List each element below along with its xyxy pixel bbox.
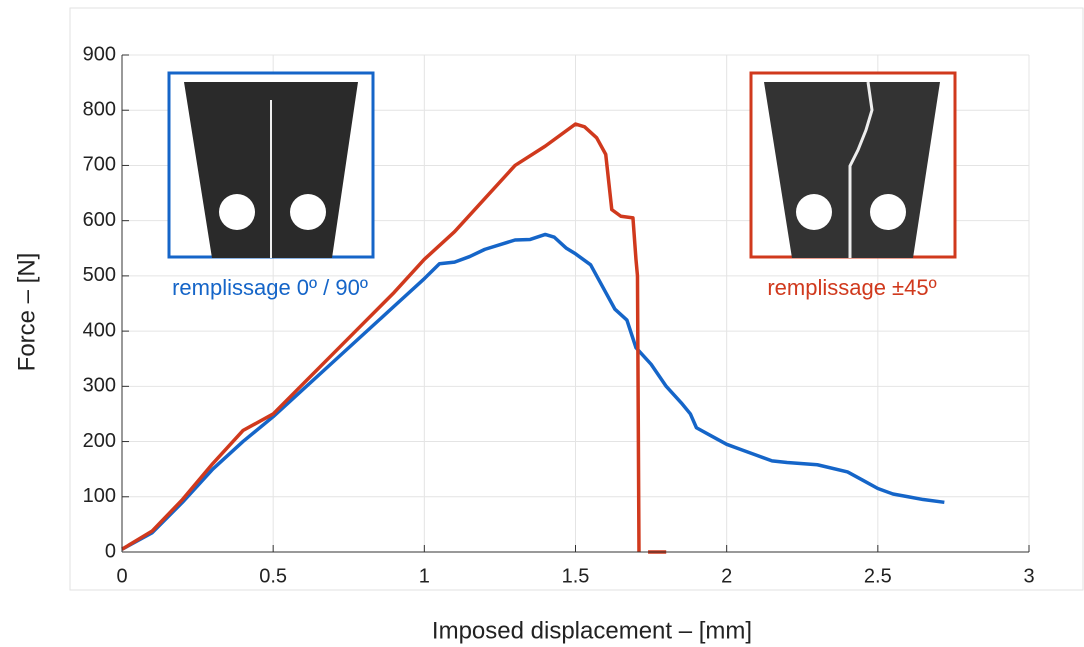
- y-tick-label: 200: [83, 430, 116, 452]
- hole: [870, 194, 906, 230]
- hole: [290, 194, 326, 230]
- x-tick-label: 1: [419, 565, 430, 587]
- y-tick-label: 500: [83, 264, 116, 286]
- y-tick-label: 800: [83, 99, 116, 121]
- x-tick-label: 2.5: [864, 565, 892, 587]
- legend-label: remplissage ±45º: [767, 275, 936, 300]
- y-tick-label: 100: [83, 485, 116, 507]
- y-tick-label: 900: [83, 43, 116, 65]
- y-tick-label: 300: [83, 375, 116, 397]
- y-tick-label: 700: [83, 154, 116, 176]
- y-axis-label: Force – [N]: [13, 253, 40, 372]
- hole: [219, 194, 255, 230]
- hole: [796, 194, 832, 230]
- specimen: [764, 82, 940, 258]
- series-line: [121, 232, 945, 551]
- x-tick-label: 2: [721, 565, 732, 587]
- y-tick-label: 0: [105, 540, 116, 562]
- crack: [848, 81, 874, 258]
- inset-1: [749, 71, 957, 259]
- legend-label: remplissage 0º / 90º: [172, 275, 368, 300]
- y-tick-label: 400: [83, 319, 116, 341]
- frame: [69, 7, 1084, 591]
- x-tick-label: 3: [1023, 565, 1034, 587]
- y-tick-label: 600: [83, 209, 116, 231]
- x-tick-label: 1.5: [562, 565, 590, 587]
- inset-0: [167, 71, 375, 259]
- x-axis-label: Imposed displacement – [mm]: [432, 617, 752, 644]
- x-tick-label: 0.5: [259, 565, 287, 587]
- x-tick-label: 0: [116, 565, 127, 587]
